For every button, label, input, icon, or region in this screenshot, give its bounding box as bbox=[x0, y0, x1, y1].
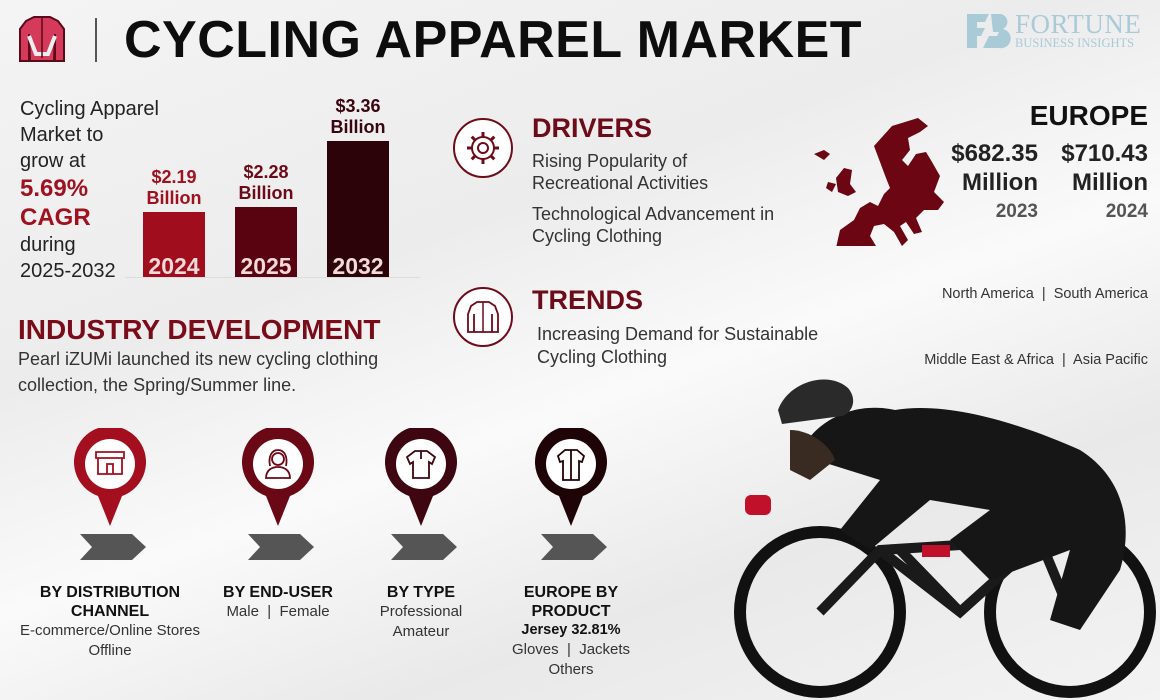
chevron-arrow-icon bbox=[80, 534, 146, 560]
cagr-value: 5.69% bbox=[20, 175, 89, 202]
industry-development-title: INDUSTRY DEVELOPMENT bbox=[18, 314, 381, 345]
jersey-icon bbox=[405, 450, 437, 479]
jersey-long-icon bbox=[556, 449, 586, 481]
cyclist-image bbox=[734, 379, 1156, 698]
segment-title: EUROPE BY PRODUCT bbox=[523, 584, 619, 620]
segment-pin bbox=[385, 426, 457, 528]
segment-block: BY TYPE Professional Amateur bbox=[321, 583, 521, 642]
chart-baseline bbox=[125, 277, 420, 278]
jacket-icon bbox=[453, 287, 513, 347]
trend-item: Increasing Demand for Sustainable Cyclin… bbox=[537, 324, 819, 367]
segment-item: E-commerce/Online Stores bbox=[19, 622, 201, 639]
region-amount: $682.35 bbox=[951, 140, 1038, 167]
brand-name: FORTUNE bbox=[1015, 9, 1142, 39]
brand-logo: FORTUNE BUSINESS INSIGHTS bbox=[965, 9, 1142, 50]
segment-pin bbox=[242, 426, 314, 528]
segment-item: Professional bbox=[379, 603, 463, 620]
growth-text: Market to bbox=[20, 124, 104, 146]
cycling-jacket-icon bbox=[19, 16, 65, 62]
other-regions: North America | South America Middle Eas… bbox=[924, 239, 1148, 393]
region-amount: $710.43 bbox=[1061, 140, 1148, 167]
region-unit: Million bbox=[1072, 169, 1148, 196]
cagr-label: CAGR bbox=[20, 204, 91, 231]
brand-subtitle: BUSINESS INSIGHTS bbox=[1015, 36, 1135, 50]
industry-development-text: Pearl iZUMi launched its new cycling clo… bbox=[18, 349, 379, 395]
segment-highlight: Jersey 32.81% bbox=[521, 622, 621, 638]
driver-item: Rising Popularity of Recreational Activi… bbox=[532, 151, 709, 193]
chevron-arrow-icon bbox=[248, 534, 314, 560]
segment-title: BY DISTRIBUTION CHANNEL bbox=[39, 584, 181, 620]
region-unit: Million bbox=[962, 169, 1038, 196]
other-regions-line: North America | South America bbox=[941, 286, 1148, 302]
region-year: 2023 bbox=[995, 201, 1038, 222]
segment-item: Gloves | Jackets bbox=[511, 641, 631, 658]
header-divider bbox=[95, 18, 97, 62]
fbi-logo-icon bbox=[967, 14, 1011, 49]
segment-item: Others bbox=[548, 661, 594, 678]
page-title: CYCLING APPAREL MARKET bbox=[124, 11, 863, 69]
segment-pin bbox=[535, 426, 607, 528]
segment-block: BY END-USER Male | Female bbox=[178, 583, 378, 622]
drivers-title: DRIVERS bbox=[532, 113, 653, 143]
region-value-2023: $682.35 Million 2023 bbox=[940, 139, 1038, 227]
segment-pin bbox=[74, 426, 146, 528]
growth-summary: Cycling Apparel Market to grow at 5.69% … bbox=[20, 96, 159, 284]
growth-text: grow at bbox=[20, 150, 86, 172]
region-value-2024: $710.43 Million 2024 bbox=[1050, 139, 1148, 227]
trends-title: TRENDS bbox=[532, 285, 644, 315]
segment-item: Offline bbox=[88, 642, 132, 659]
region-title: EUROPE bbox=[1029, 100, 1148, 131]
woman-user-icon bbox=[265, 449, 291, 479]
other-regions-line: Middle East & Africa | Asia Pacific bbox=[924, 352, 1148, 368]
gear-icon bbox=[453, 118, 513, 178]
segment-item: Male | Female bbox=[226, 603, 330, 620]
store-icon bbox=[95, 451, 125, 475]
segment-item: Amateur bbox=[392, 623, 450, 640]
europe-map-icon bbox=[814, 118, 944, 246]
segment-block: EUROPE BY PRODUCT Jersey 32.81% Gloves | J… bbox=[471, 583, 671, 680]
growth-text: Cycling Apparel bbox=[20, 98, 159, 120]
growth-text: during bbox=[20, 234, 76, 256]
segment-block: BY DISTRIBUTION CHANNEL E-commerce/Online… bbox=[10, 583, 210, 661]
forecast-period: 2025-2032 bbox=[20, 260, 116, 282]
chevron-arrow-icon bbox=[391, 534, 457, 560]
segment-title: BY END-USER bbox=[223, 584, 333, 601]
region-year: 2024 bbox=[1105, 201, 1148, 222]
front-wheel bbox=[734, 526, 906, 698]
chevron-arrow-icon bbox=[541, 534, 607, 560]
driver-item: Technological Advancement in Cycling Clo… bbox=[532, 204, 775, 246]
segment-title: BY TYPE bbox=[386, 584, 456, 601]
